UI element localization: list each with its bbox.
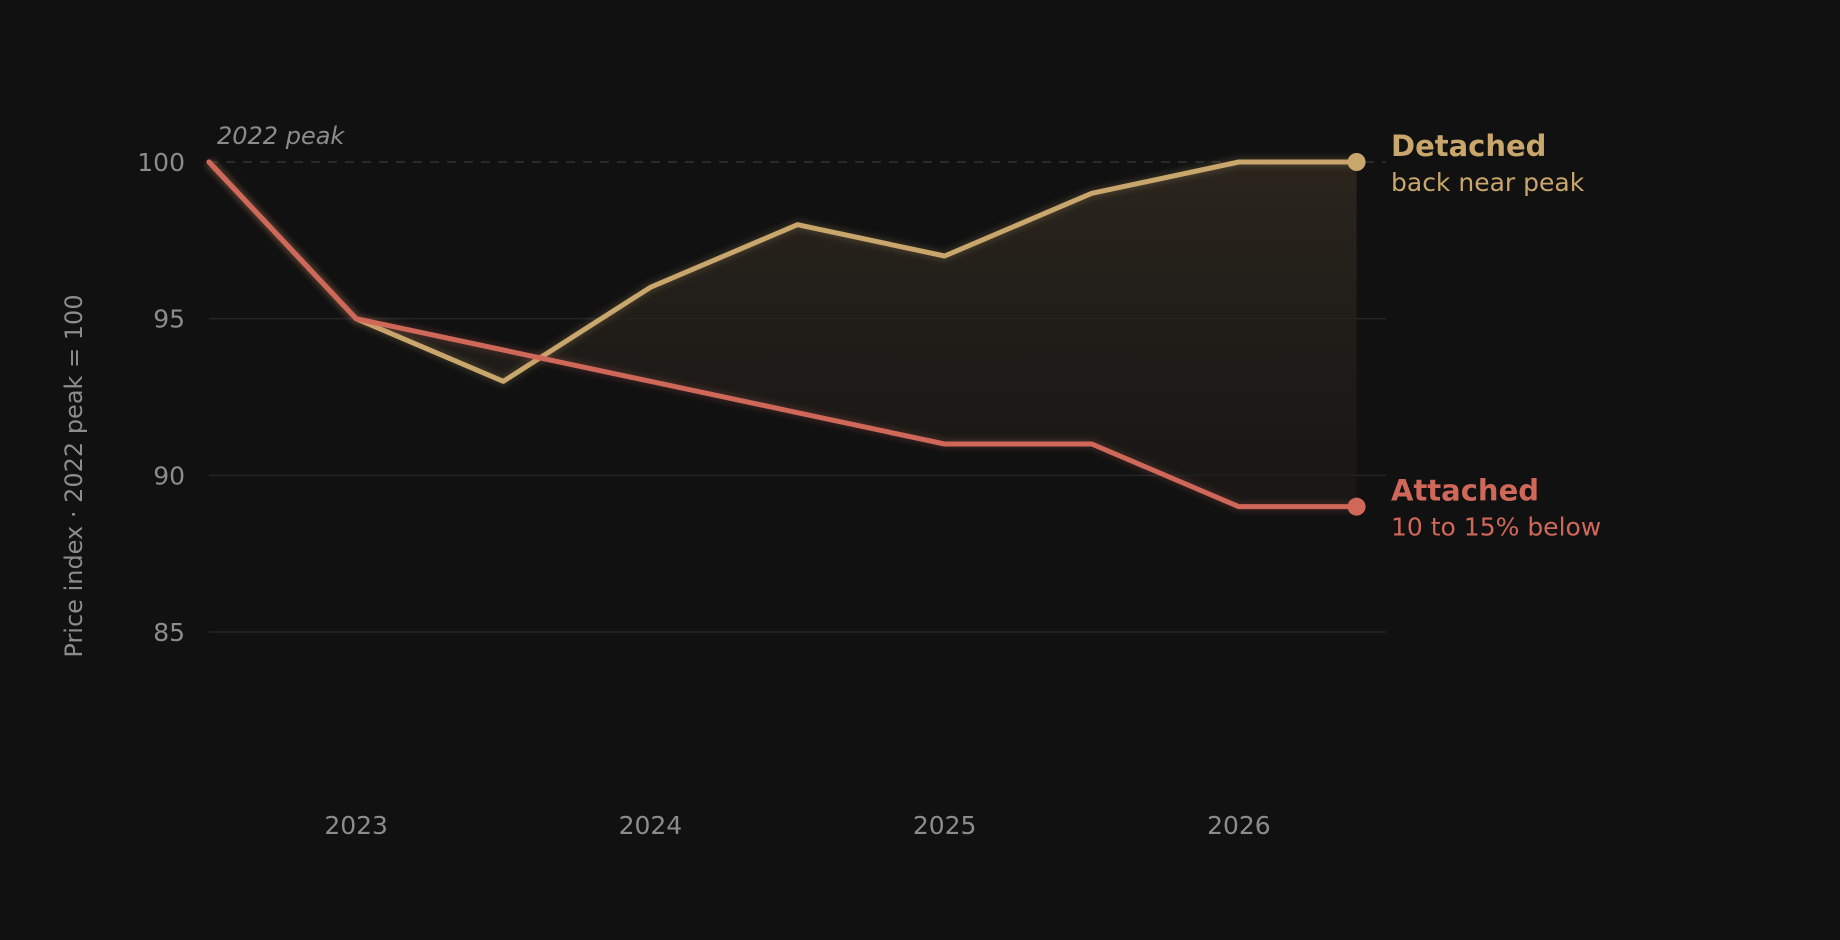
y-axis-title: Price index · 2022 peak = 100 bbox=[60, 294, 88, 657]
x-tick-label: 2025 bbox=[913, 811, 977, 840]
y-tick-label: 85 bbox=[153, 618, 185, 647]
gap-area bbox=[209, 162, 1357, 507]
end-marker bbox=[1347, 153, 1366, 171]
series-label: Attached bbox=[1391, 474, 1539, 508]
x-tick-label: 2024 bbox=[619, 811, 683, 840]
series-label: Detached bbox=[1391, 129, 1546, 163]
x-tick-label: 2026 bbox=[1207, 811, 1271, 840]
y-tick-label: 90 bbox=[153, 461, 185, 490]
labels: Price index · 2022 peak = 100 85 90 95 100 2… bbox=[60, 122, 1601, 840]
series-note: back near peak bbox=[1391, 168, 1585, 197]
gap-shade bbox=[209, 162, 1357, 507]
series-lines bbox=[205, 153, 1366, 516]
series-note: 10 to 15% below bbox=[1391, 513, 1601, 542]
y-tick-label: 95 bbox=[153, 305, 185, 334]
end-marker bbox=[1347, 497, 1366, 516]
y-tick-label: 100 bbox=[137, 148, 185, 177]
reference-line-label: 2022 peak bbox=[217, 122, 345, 150]
x-tick-label: 2023 bbox=[324, 811, 388, 840]
